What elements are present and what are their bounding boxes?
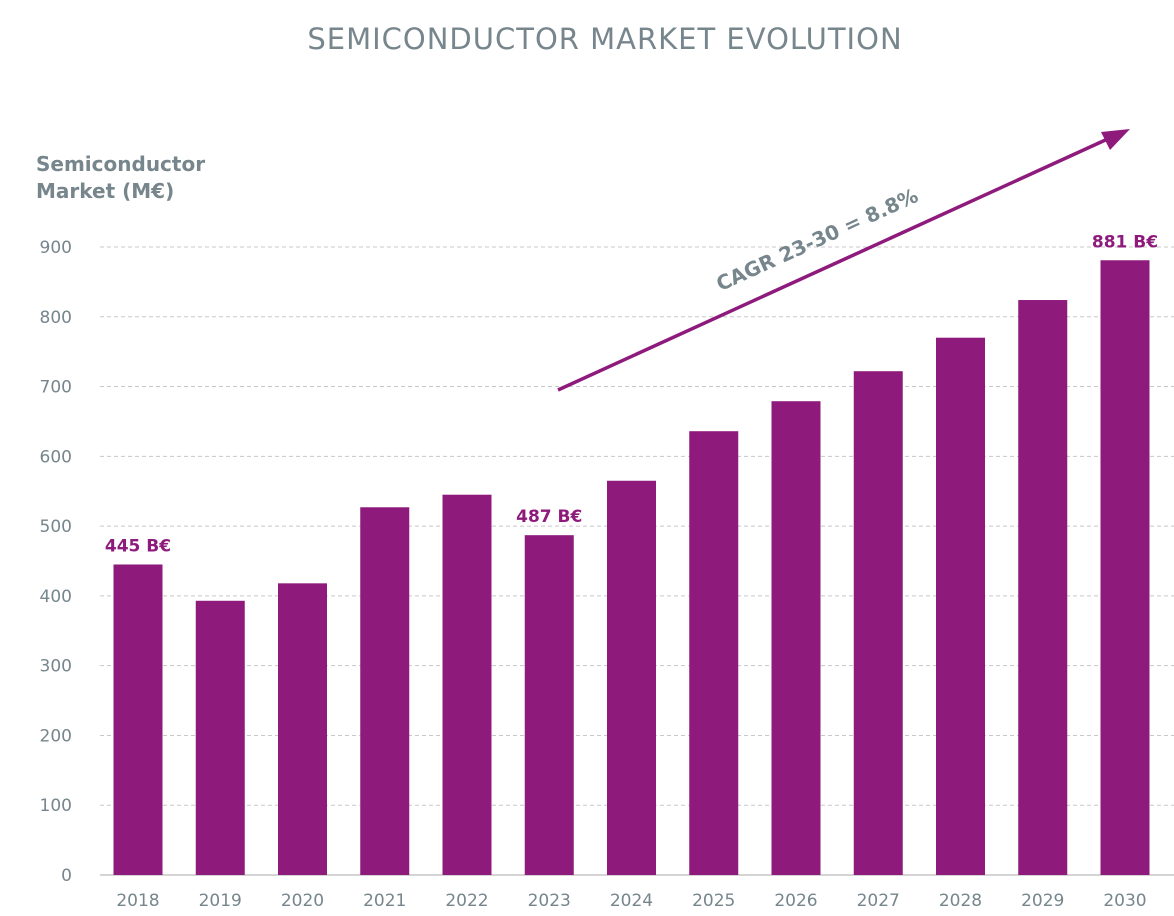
y-tick-label: 800 (40, 308, 72, 328)
x-tick-label: 2026 (774, 891, 817, 911)
x-tick-label: 2029 (1021, 891, 1064, 911)
bar-2024 (607, 480, 656, 875)
bar-2018 (113, 564, 163, 875)
chart-title: SEMICONDUCTOR MARKET EVOLUTION (307, 22, 902, 56)
y-tick-label: 100 (40, 796, 72, 816)
y-tick-label: 200 (40, 726, 72, 746)
bar-2027 (853, 371, 903, 875)
bar-2023 (524, 535, 574, 875)
bar-2019 (195, 600, 245, 875)
x-tick-label: 2020 (281, 891, 324, 911)
bar-2025 (689, 431, 739, 875)
x-tick-label: 2022 (445, 891, 488, 911)
bar-2026 (771, 401, 821, 875)
bar-2020 (278, 583, 327, 875)
y-axis-label-line-2: Market (M€) (36, 179, 174, 203)
x-tick-label: 2021 (363, 891, 406, 911)
y-axis-label-line-1: Semiconductor (36, 152, 205, 176)
x-tick-label: 2030 (1103, 891, 1146, 911)
bar-2028 (936, 337, 985, 875)
y-tick-label: 0 (61, 866, 72, 886)
y-tick-label: 700 (40, 378, 72, 398)
y-tick-label: 400 (40, 587, 72, 607)
y-tick-label: 600 (40, 447, 72, 467)
bar-2022 (442, 494, 492, 875)
data-label: 445 B€ (105, 536, 171, 556)
bar-2021 (360, 507, 410, 875)
x-tick-label: 2018 (116, 891, 159, 911)
x-tick-label: 2024 (610, 891, 653, 911)
arrow-head-icon (1101, 129, 1130, 150)
x-tick-label: 2025 (692, 891, 735, 911)
y-tick-label: 300 (40, 657, 72, 677)
x-tick-label: 2028 (939, 891, 982, 911)
bar-2029 (1018, 300, 1068, 875)
bar-2030 (1100, 260, 1150, 875)
y-tick-label: 900 (40, 238, 72, 258)
x-tick-label: 2019 (199, 891, 242, 911)
trend-arrow-line (557, 135, 1113, 392)
data-label: 881 B€ (1092, 232, 1158, 252)
y-tick-label: 500 (40, 517, 72, 537)
x-tick-label: 2027 (857, 891, 900, 911)
x-tick-label: 2023 (528, 891, 571, 911)
data-label: 487 B€ (516, 507, 582, 527)
